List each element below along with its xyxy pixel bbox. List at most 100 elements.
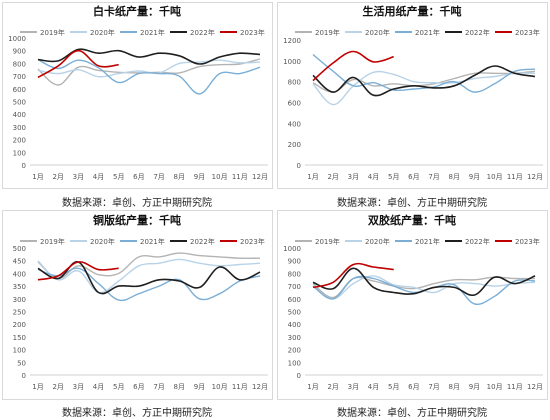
- source-note: 数据来源：卓创、方正中期研究院: [62, 408, 212, 419]
- x-tick-label: 5月: [388, 383, 399, 391]
- legend-item: 2020年: [70, 237, 115, 246]
- legend-item: 2023年: [220, 28, 265, 37]
- y-tick-label: 500: [13, 99, 26, 107]
- y-tick-label: 250: [13, 309, 26, 317]
- x-tick-label: 8月: [449, 173, 460, 181]
- x-tick-label: 10月: [212, 173, 228, 181]
- y-tick-label: 1000: [8, 35, 26, 43]
- legend-label: 2023年: [240, 237, 265, 246]
- x-tick-label: 11月: [507, 173, 523, 181]
- x-tick-label: 6月: [408, 383, 419, 391]
- legend-item: 2021年: [120, 237, 165, 246]
- y-tick-label: 900: [13, 48, 26, 56]
- legend-item: 2023年: [220, 237, 265, 246]
- x-tick-label: 6月: [408, 173, 419, 181]
- x-tick-label: 11月: [232, 173, 248, 181]
- y-tick-label: 1000: [283, 58, 301, 66]
- y-tick-label: 800: [288, 79, 301, 87]
- chart-svg: 白卡纸产量：千吨 2019年 2020年 2021年 2022年 2023年 0 100 200…: [8, 4, 268, 181]
- series-line: [312, 267, 536, 297]
- y-tick-label: 800: [288, 270, 301, 278]
- legend-label: 2020年: [365, 28, 390, 37]
- legend-label: 2022年: [190, 28, 215, 37]
- x-tick-label: 1月: [32, 383, 43, 391]
- x-tick-label: 3月: [73, 383, 84, 391]
- x-tick-label: 5月: [113, 383, 124, 391]
- y-tick-label: 500: [288, 309, 301, 317]
- y-tick-label: 1000: [283, 245, 301, 253]
- series-line: [37, 258, 261, 294]
- panel-frame: [277, 2, 548, 189]
- y-tick-label: 350: [13, 283, 26, 291]
- x-tick-label: 3月: [348, 383, 359, 391]
- x-tick-label: 7月: [153, 383, 164, 391]
- legend-item: 2020年: [345, 237, 390, 246]
- x-tick-label: 8月: [174, 173, 185, 181]
- chart-title: 双胶纸产量：千吨: [368, 213, 456, 227]
- series-line: [37, 49, 119, 79]
- x-tick-label: 7月: [428, 173, 439, 181]
- y-tick-label: 100: [13, 347, 26, 355]
- chart-panel-white-cardboard: 白卡纸产量：千吨 2019年 2020年 2021年 2022年 2023年 0 100 200…: [0, 0, 275, 210]
- chart-title: 白卡纸产量：千吨: [93, 4, 181, 18]
- x-tick-label: 2月: [327, 173, 338, 181]
- source-note: 数据来源：卓创、方正中期研究院: [337, 198, 487, 209]
- x-tick-label: 3月: [73, 173, 84, 181]
- x-tick-label: 12月: [252, 173, 268, 181]
- x-tick-label: 4月: [93, 383, 104, 391]
- x-tick-label: 10月: [487, 383, 503, 391]
- legend-item: 2022年: [170, 237, 215, 246]
- legend-item: 2022年: [170, 28, 215, 37]
- x-tick-label: 1月: [307, 383, 318, 391]
- y-tick-label: 150: [13, 334, 26, 342]
- y-tick-label: 0: [297, 372, 301, 380]
- x-tick-label: 10月: [212, 383, 228, 391]
- y-tick-label: 600: [13, 86, 26, 94]
- series-line: [312, 276, 536, 299]
- x-tick-label: 8月: [449, 383, 460, 391]
- series-line: [312, 50, 394, 82]
- chart-svg: 双胶纸产量：千吨 2019年 2020年 2021年 2022年 2023年 0 100 200…: [283, 213, 543, 391]
- x-tick-label: 12月: [252, 383, 268, 391]
- y-tick-label: 0: [22, 372, 26, 380]
- legend-label: 2021年: [140, 28, 165, 37]
- y-tick-label: 500: [13, 245, 26, 253]
- legend-label: 2021年: [140, 237, 165, 246]
- series-line: [312, 275, 536, 300]
- y-tick-label: 300: [288, 334, 301, 342]
- panel-frame: [277, 210, 548, 400]
- chart-svg: 生活用纸产量：千吨 2019年 2020年 2021年 2022年 2023年 0 200 40…: [283, 4, 543, 181]
- legend-item: 2019年: [295, 28, 340, 37]
- x-tick-label: 4月: [368, 383, 379, 391]
- x-tick-label: 6月: [133, 383, 144, 391]
- x-tick-label: 6月: [133, 173, 144, 181]
- x-tick-label: 2月: [327, 383, 338, 391]
- x-tick-label: 11月: [232, 383, 248, 391]
- y-tick-label: 600: [288, 296, 301, 304]
- x-tick-label: 10月: [487, 173, 503, 181]
- legend-label: 2023年: [515, 237, 540, 246]
- legend-item: 2023年: [495, 237, 540, 246]
- y-tick-label: 200: [288, 347, 301, 355]
- chart-panel-tissue-paper: 生活用纸产量：千吨 2019年 2020年 2021年 2022年 2023年 0 200 40…: [275, 0, 550, 210]
- legend-item: 2021年: [395, 28, 440, 37]
- series-line: [37, 267, 261, 302]
- x-tick-label: 7月: [153, 173, 164, 181]
- source-note: 数据来源：卓创、方正中期研究院: [337, 408, 487, 419]
- series-line: [37, 261, 119, 281]
- y-tick-label: 100: [288, 359, 301, 367]
- series-line: [37, 58, 261, 95]
- x-tick-label: 9月: [469, 383, 480, 391]
- series-line: [312, 70, 536, 93]
- legend-item: 2020年: [70, 28, 115, 37]
- legend-label: 2019年: [40, 28, 65, 37]
- y-tick-label: 400: [288, 120, 301, 128]
- series-line: [312, 70, 536, 106]
- y-tick-label: 800: [13, 60, 26, 68]
- series-line: [312, 54, 536, 93]
- y-tick-label: 1200: [283, 37, 301, 45]
- chart-panel-offset-paper: 双胶纸产量：千吨 2019年 2020年 2021年 2022年 2023年 0 100 200…: [275, 210, 550, 420]
- x-tick-label: 7月: [428, 383, 439, 391]
- legend-label: 2021年: [415, 28, 440, 37]
- legend-label: 2020年: [90, 237, 115, 246]
